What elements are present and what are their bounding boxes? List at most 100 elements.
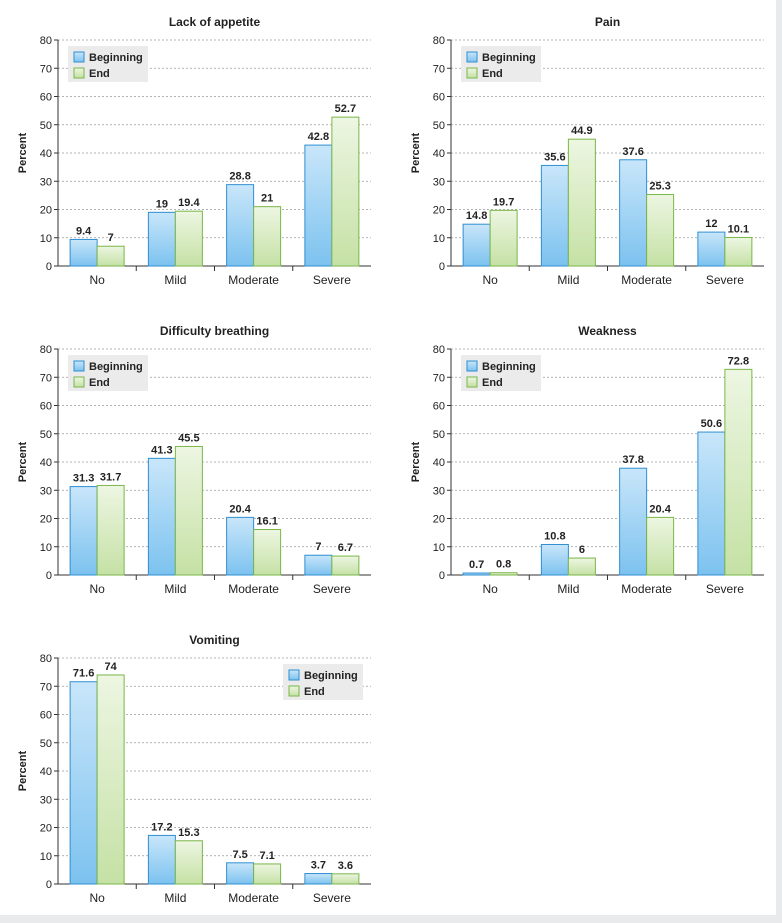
x-tick-label: Mild [557,582,579,596]
y-tick-label: 70 [40,681,52,693]
y-tick-label: 40 [40,457,52,469]
legend-label-beginning: Beginning [482,361,536,373]
bar-beginning-mild [147,457,176,576]
y-tick-label: 50 [433,120,445,132]
y-tick-label: 50 [433,429,445,441]
y-tick-label: 50 [40,429,52,441]
y-tick-label: 20 [433,514,445,526]
x-tick-label: No [89,582,105,596]
bar-end-mild [174,445,203,576]
y-tick-label: 80 [40,653,52,665]
data-label-end-no: 7 [108,232,114,244]
bar-beginning-severe [304,873,333,885]
legend-swatch-beginning [288,669,300,681]
data-label-beginning-no: 31.3 [73,473,94,485]
bar-beginning-mild [540,164,569,267]
bar-end-mild [174,210,203,267]
y-tick-label: 80 [40,35,52,47]
legend-label-end: End [89,377,110,389]
chart-title: Difficulty breathing [160,324,269,338]
legend-swatch-beginning [466,51,478,63]
chart-pain: Pain Percent 0 10 20 30 40 50 60 70 80 No 14.8 19.7 Mi… [410,15,764,287]
bar-end-severe [331,873,360,885]
y-tick-label: 10 [433,542,445,554]
data-label-end-no: 0.8 [496,559,511,571]
chart-lack-of-appetite: Lack of appetite Percent 0 10 20 30 40 50 60 70 80… [17,15,371,287]
data-label-end-mild: 15.3 [178,827,199,839]
data-label-end-moderate: 25.3 [649,181,670,193]
legend-swatch-end [288,685,300,697]
legend-label-end: End [482,68,503,80]
legend-swatch-end [73,67,85,79]
x-tick-label: Moderate [621,273,672,287]
chart-title: Lack of appetite [169,15,261,29]
data-label-beginning-severe: 42.8 [308,131,329,143]
bar-end-moderate [253,206,282,267]
data-label-beginning-no: 0.7 [469,559,484,571]
x-tick-label: No [89,891,105,905]
x-tick-label: No [482,273,498,287]
data-label-beginning-moderate: 20.4 [229,503,251,515]
data-label-beginning-severe: 12 [705,218,717,230]
y-tick-label: 40 [40,766,52,778]
data-label-end-mild: 19.4 [178,197,200,209]
bar-beginning-severe [304,144,333,267]
y-axis-label: Percent [410,441,422,482]
bar-end-no [96,674,125,885]
x-tick-label: No [482,582,498,596]
y-tick-label: 10 [40,542,52,554]
data-label-end-mild: 6 [579,544,585,556]
y-tick-label: 30 [40,794,52,806]
bar-end-severe [724,368,753,576]
y-tick-label: 60 [40,710,52,722]
x-tick-label: Mild [164,891,186,905]
chart-title: Weakness [578,324,637,338]
data-label-beginning-severe: 3.7 [311,860,326,872]
bar-beginning-moderate [226,862,255,885]
y-axis-label: Percent [410,132,422,173]
y-axis-label: Percent [17,441,29,482]
data-label-beginning-no: 14.8 [466,210,487,222]
legend: Beginning End [283,664,363,700]
data-label-end-moderate: 7.1 [259,850,274,862]
x-tick-label: Severe [313,273,351,287]
y-tick-label: 0 [439,570,445,582]
y-tick-label: 70 [433,372,445,384]
bar-end-no [489,572,518,576]
bar-end-severe [724,236,753,267]
y-tick-label: 20 [40,205,52,217]
bar-end-severe [331,555,360,576]
bar-beginning-moderate [226,516,255,576]
legend: Beginning End [68,46,148,82]
bar-end-no [96,245,125,267]
bar-end-mild [567,557,596,576]
legend-label-beginning: Beginning [482,52,536,64]
y-tick-label: 80 [433,344,445,356]
y-tick-label: 50 [40,738,52,750]
y-tick-label: 10 [40,851,52,863]
legend-swatch-beginning [73,360,85,372]
y-tick-label: 80 [40,344,52,356]
data-label-beginning-mild: 41.3 [151,444,172,456]
bar-beginning-mild [540,543,569,576]
y-tick-label: 30 [433,485,445,497]
y-tick-label: 20 [40,823,52,835]
y-tick-label: 10 [40,233,52,245]
data-label-end-moderate: 16.1 [256,516,277,528]
y-tick-label: 0 [439,261,445,273]
chart-title: Pain [595,15,620,29]
y-tick-label: 0 [46,879,52,891]
y-tick-label: 20 [433,205,445,217]
chart-title: Vomiting [189,633,239,647]
bar-beginning-moderate [226,184,255,267]
y-tick-label: 60 [40,401,52,413]
y-tick-label: 60 [433,401,445,413]
bar-end-mild [567,138,596,267]
data-label-end-severe: 10.1 [728,223,749,235]
legend-swatch-beginning [73,51,85,63]
legend-label-end: End [304,686,325,698]
data-label-end-no: 31.7 [100,471,121,483]
legend: Beginning End [461,46,541,82]
data-label-beginning-no: 9.4 [76,225,92,237]
y-tick-label: 60 [433,92,445,104]
